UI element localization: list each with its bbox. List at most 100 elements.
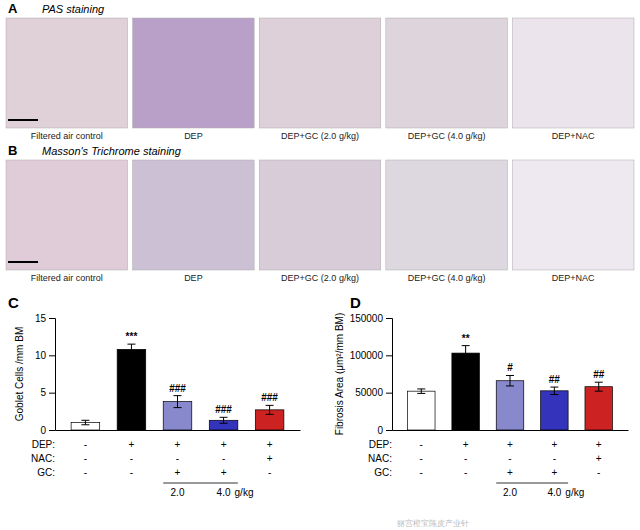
table-cell: + bbox=[507, 439, 513, 450]
tick-label: 50000 bbox=[355, 387, 383, 398]
scale-bar bbox=[8, 261, 38, 263]
error-bar-cap bbox=[462, 360, 470, 361]
panel-title: PAS staining bbox=[42, 3, 105, 15]
annotation: ### bbox=[169, 383, 186, 394]
y-axis: 051015 bbox=[35, 313, 56, 436]
error-bar-stem bbox=[85, 420, 86, 424]
table-cell: + bbox=[267, 453, 273, 464]
table-cell: - bbox=[420, 467, 423, 478]
table-row-label: GC: bbox=[37, 467, 55, 478]
x-axis bbox=[56, 430, 301, 431]
table-cell: + bbox=[129, 439, 135, 450]
table-cell: + bbox=[507, 467, 513, 478]
error-bar bbox=[550, 387, 558, 394]
table-cell: - bbox=[268, 467, 271, 478]
scale-bar bbox=[8, 119, 38, 121]
table-cell: - bbox=[84, 467, 87, 478]
error-bar-cap bbox=[127, 354, 135, 355]
tick: 15 bbox=[35, 313, 55, 324]
image bbox=[259, 18, 381, 128]
image bbox=[259, 160, 381, 270]
error-bar-stem bbox=[131, 344, 132, 354]
axis-line bbox=[56, 430, 301, 431]
tick: 50000 bbox=[355, 387, 392, 398]
chart-title: C bbox=[8, 294, 19, 311]
tick: 10 bbox=[35, 350, 55, 361]
table-cell: + bbox=[175, 439, 181, 450]
error-bar bbox=[127, 344, 135, 354]
image bbox=[133, 18, 255, 128]
error-bar-cap bbox=[174, 407, 182, 408]
error-bar-cap bbox=[220, 417, 228, 418]
image-label: DEP+NAC bbox=[552, 273, 595, 283]
dose-line bbox=[163, 483, 238, 484]
table-row-label: GC: bbox=[374, 467, 392, 478]
table-cell: + bbox=[175, 467, 181, 478]
image-label: Filtered air control bbox=[31, 131, 103, 141]
tick: 0 bbox=[377, 425, 392, 436]
tick: 0 bbox=[40, 425, 55, 436]
tick-mark bbox=[386, 393, 392, 394]
annotation: # bbox=[507, 362, 513, 373]
axis-line bbox=[49, 319, 56, 431]
image bbox=[133, 160, 255, 270]
error-bar-cap bbox=[81, 420, 89, 421]
tick-mark bbox=[386, 430, 392, 431]
image-label: DEP+NAC bbox=[552, 131, 595, 141]
table-cell: + bbox=[221, 467, 227, 478]
table-row-label: NAC: bbox=[368, 453, 392, 464]
image-label: DEP+GC (2.0 g/kg) bbox=[281, 131, 359, 141]
error-bar-cap bbox=[506, 385, 514, 386]
plot-area bbox=[71, 344, 284, 430]
y-axis: 0 50000 100000 150000 bbox=[350, 313, 393, 436]
table-cell: - bbox=[130, 453, 133, 464]
table-row-label: NAC: bbox=[31, 453, 55, 464]
image-label: DEP+GC (2.0 g/kg) bbox=[281, 273, 359, 283]
table-cell: + bbox=[551, 467, 557, 478]
bar bbox=[541, 391, 569, 430]
error-bar bbox=[506, 375, 514, 385]
error-bar-cap bbox=[595, 382, 603, 383]
plot-area bbox=[408, 346, 613, 430]
image-label: DEP bbox=[184, 273, 203, 283]
error-bar-cap bbox=[506, 375, 514, 376]
bar bbox=[585, 387, 613, 430]
tick-label: 100000 bbox=[350, 350, 384, 361]
error-bar-stem bbox=[269, 405, 270, 414]
dose-unit: g/kg bbox=[565, 487, 584, 498]
tick-mark bbox=[49, 355, 55, 356]
watermark: 丽宫橙宝陈皮产业针 bbox=[397, 519, 469, 528]
error-bar bbox=[220, 417, 228, 423]
panel-label: B bbox=[8, 143, 17, 158]
table-cell: - bbox=[84, 439, 87, 450]
error-bar-cap bbox=[417, 393, 425, 394]
tick-mark bbox=[49, 318, 55, 319]
tick-label: 10 bbox=[35, 350, 47, 361]
error-bar-stem bbox=[223, 417, 224, 423]
annotation: ### bbox=[215, 404, 232, 415]
error-bar bbox=[595, 382, 603, 391]
tick-label: 0 bbox=[377, 425, 383, 436]
table-cell: - bbox=[176, 453, 179, 464]
image-row: BMasson's Trichrome stainingFiltered air… bbox=[6, 143, 634, 283]
error-bar-cap bbox=[595, 391, 603, 392]
error-bar-stem bbox=[465, 346, 466, 361]
axis-line bbox=[393, 430, 629, 431]
error-bar-cap bbox=[266, 414, 274, 415]
dose-label: 4.0 bbox=[547, 487, 561, 498]
tick: 150000 bbox=[350, 313, 392, 324]
table-cell: - bbox=[597, 467, 600, 478]
error-bar-cap bbox=[417, 388, 425, 389]
table-cell: - bbox=[553, 453, 556, 464]
table-cell: - bbox=[464, 467, 467, 478]
table-cell: - bbox=[464, 453, 467, 464]
bar bbox=[452, 353, 480, 430]
dose-unit: g/kg bbox=[235, 487, 254, 498]
axis-line bbox=[386, 319, 393, 431]
bar-chart: D050000100000150000Fibrosis Area (μm²/mm… bbox=[334, 294, 629, 498]
error-bar-stem bbox=[554, 387, 555, 394]
error-bar-stem bbox=[177, 396, 178, 408]
error-bar bbox=[81, 420, 89, 424]
error-bar-cap bbox=[127, 344, 135, 345]
error-bar-cap bbox=[266, 405, 274, 406]
